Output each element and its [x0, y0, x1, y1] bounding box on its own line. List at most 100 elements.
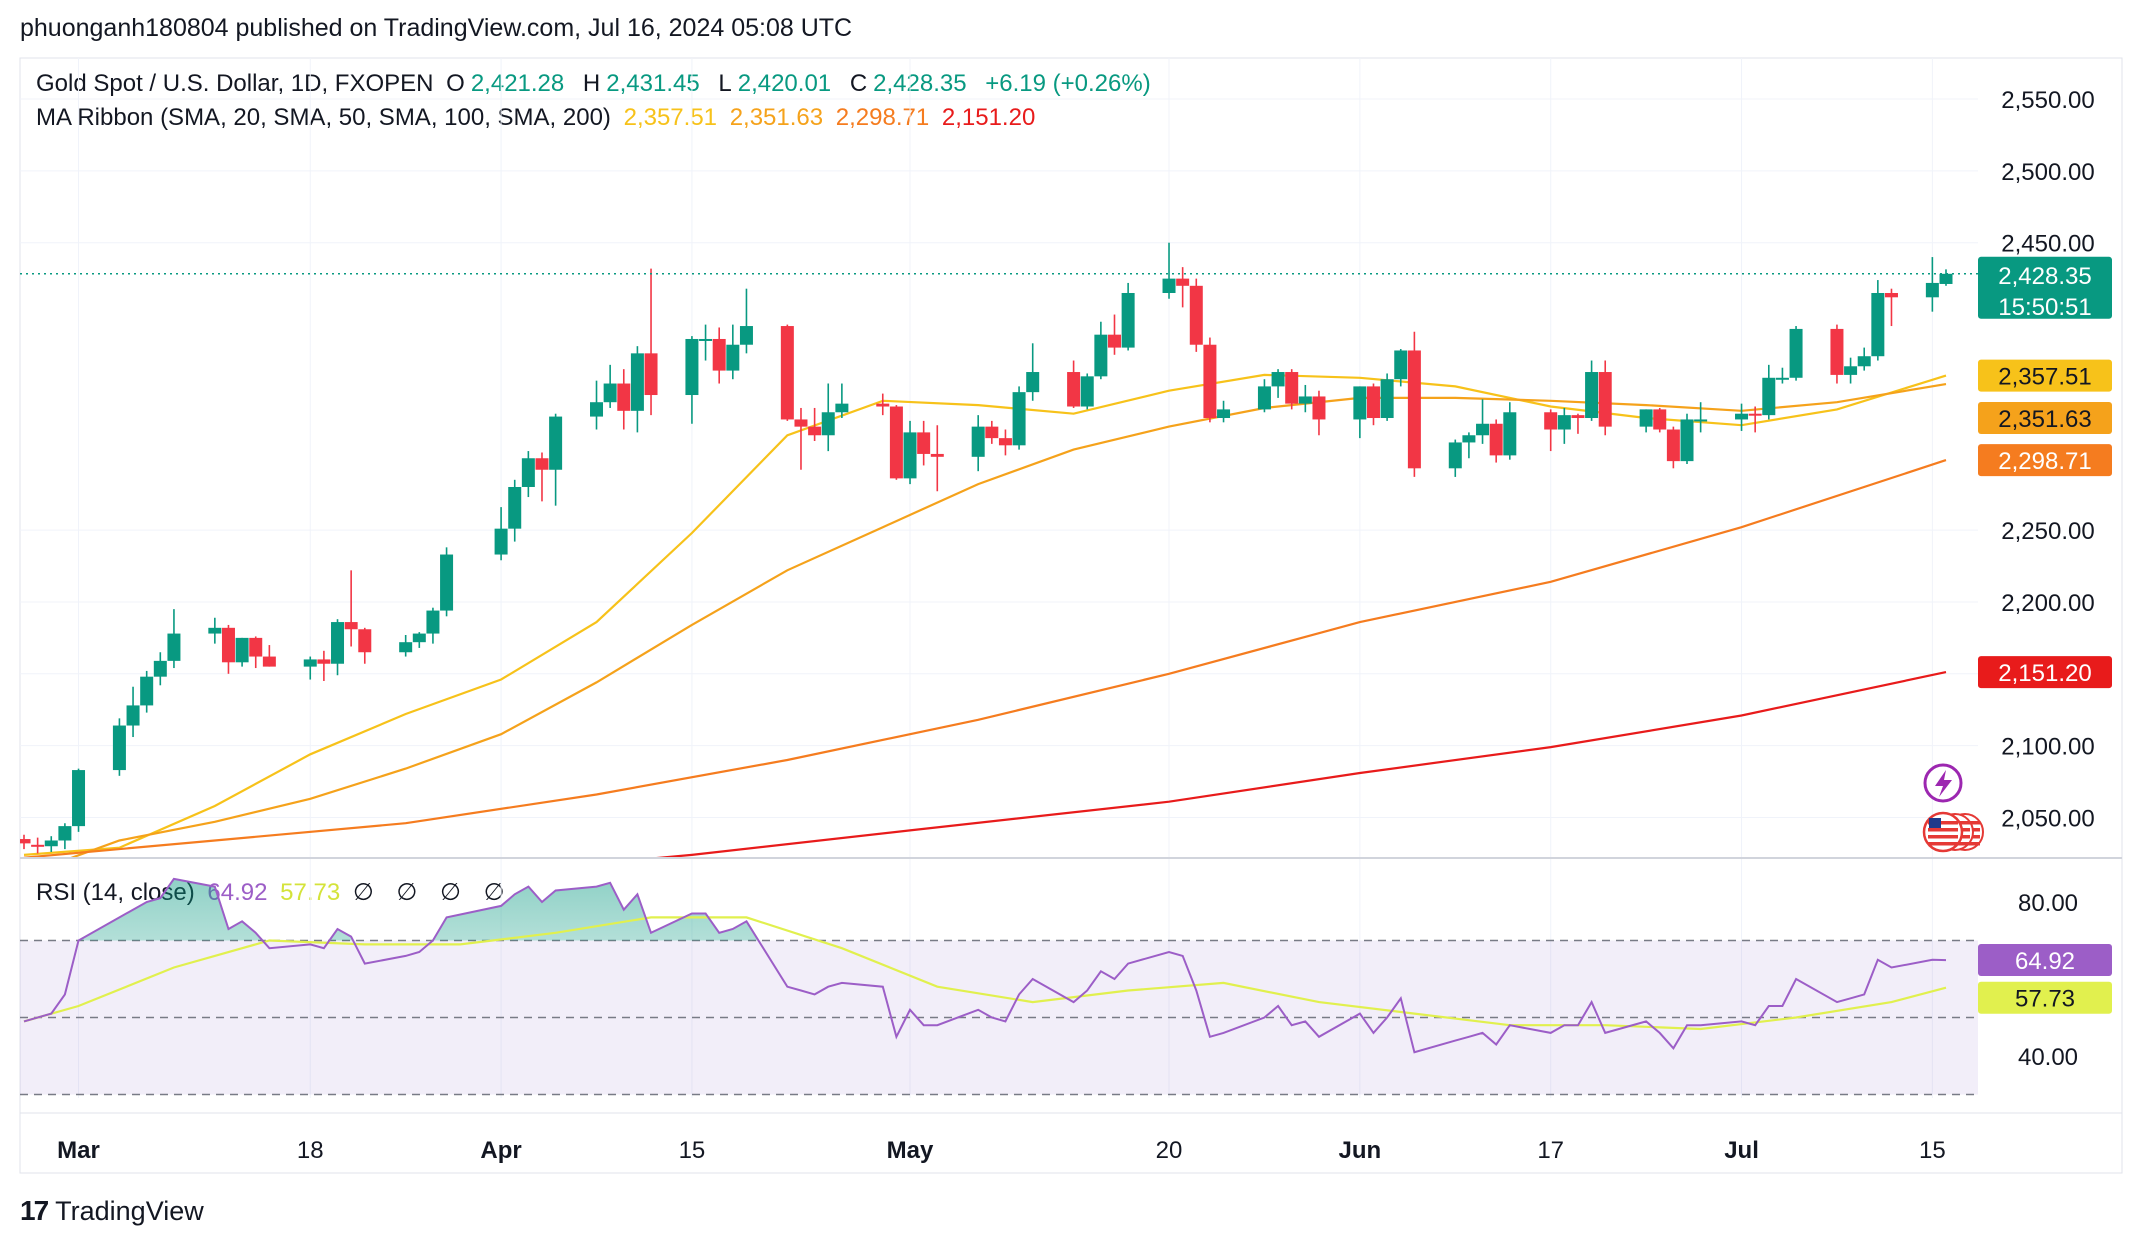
- candle-down: [644, 353, 658, 396]
- candle-down: [344, 622, 358, 630]
- sma100-badge-bg: [1978, 444, 2112, 477]
- candle-up: [1217, 409, 1231, 419]
- symbol-title[interactable]: Gold Spot / U.S. Dollar, 1D, FXOPEN: [36, 70, 434, 97]
- candle-up: [1012, 392, 1026, 446]
- tradingview-brand[interactable]: 17 TradingView: [20, 1195, 204, 1227]
- candle-up: [903, 432, 917, 479]
- candle-down: [1107, 334, 1121, 348]
- candle-up: [1353, 386, 1367, 420]
- candle-up: [235, 637, 249, 663]
- candle-down: [794, 419, 808, 427]
- rsi-line: [23, 877, 1947, 1054]
- candle-down: [1312, 396, 1326, 420]
- us-flag-front-stripe: [1928, 821, 1958, 825]
- close-label: C: [849, 70, 868, 97]
- sma100-value: 2,298.71: [835, 104, 930, 131]
- candle-up: [821, 412, 835, 436]
- candle-up: [1462, 435, 1476, 443]
- candle-up: [1871, 292, 1885, 357]
- candle-down: [930, 453, 944, 457]
- candle-down: [1653, 409, 1667, 430]
- us-flag-icon: [1922, 811, 1984, 853]
- candle-up: [1094, 334, 1108, 377]
- candle-down: [1666, 429, 1680, 462]
- candle-up: [1735, 413, 1749, 420]
- candle-down: [617, 383, 631, 411]
- candle-up: [303, 659, 317, 667]
- published-by-text: phuonganh180804 published on TradingView…: [20, 14, 853, 42]
- high-value: 2,431.45: [606, 70, 700, 97]
- candle-up: [1775, 377, 1789, 380]
- candle-up: [685, 338, 699, 396]
- candle-down: [1489, 423, 1503, 456]
- candle-down: [317, 659, 331, 664]
- rsi-band: [20, 939, 1978, 1096]
- candle-up: [699, 338, 713, 341]
- candle-down: [31, 844, 45, 847]
- candle-up: [549, 416, 563, 470]
- us-flag-front-canton: [1929, 818, 1941, 828]
- sma50-badge-bg: [1978, 402, 2112, 435]
- sma20-value: 2,357.51: [623, 104, 718, 131]
- candle-up: [1121, 292, 1135, 348]
- candle-up: [1162, 278, 1176, 293]
- candle-up: [1380, 379, 1394, 419]
- rsi-band-fill: [20, 940, 1978, 1095]
- candle-up: [1448, 442, 1462, 469]
- candle-up: [331, 622, 345, 664]
- grid-lines: [20, 58, 1978, 1098]
- rsi-tick-label: 80.00: [2018, 890, 2078, 917]
- x-tick-label: 17: [1537, 1137, 1564, 1164]
- candle-down: [985, 426, 999, 439]
- sma50-badge: 2,351.63: [1998, 406, 2091, 433]
- candle-up: [630, 353, 644, 411]
- candle-up: [1271, 372, 1285, 387]
- sma200-badge: 2,151.20: [1998, 660, 2091, 687]
- candle-up: [835, 403, 849, 413]
- candle-down: [917, 432, 931, 454]
- chart-frame: [19, 57, 2123, 1174]
- event-icons: [1922, 763, 1984, 853]
- candle-up: [126, 705, 140, 726]
- candle-up: [590, 402, 604, 417]
- candle-up: [1925, 282, 1939, 298]
- x-tick-label: 15: [1919, 1137, 1946, 1164]
- candle-up: [971, 426, 985, 457]
- candle-up: [1298, 396, 1312, 404]
- candle-down: [998, 438, 1012, 446]
- candle-down: [1203, 344, 1217, 419]
- candle-down: [1366, 386, 1380, 419]
- sma-line-2: [67, 383, 1947, 858]
- low-label: L: [718, 70, 732, 97]
- rsi-lines: [23, 877, 1947, 1054]
- close-value: 2,428.35: [873, 70, 967, 97]
- ma-ribbon-title[interactable]: MA Ribbon (SMA, 20, SMA, 50, SMA, 100, S…: [36, 104, 611, 131]
- change-value: +6.19 (+0.26%): [985, 70, 1151, 97]
- candle-up: [58, 826, 72, 841]
- x-tick-label: 20: [1156, 1137, 1183, 1164]
- lightning-icon: [1923, 763, 1963, 803]
- candle-up: [1476, 423, 1490, 436]
- candle-up: [153, 660, 167, 677]
- candle-down: [1571, 415, 1585, 419]
- candle-up: [1762, 377, 1776, 416]
- sma-line-1: [23, 373, 1947, 856]
- x-tick-label: May: [887, 1137, 934, 1164]
- rsi-overbought-fill: [24, 878, 1946, 941]
- candles: [20, 242, 1953, 854]
- candle-up: [112, 725, 126, 771]
- candle-up: [726, 344, 740, 371]
- candle-up: [167, 633, 181, 661]
- us-flag-front-stripe: [1928, 835, 1958, 839]
- candle-down: [889, 406, 903, 479]
- low-value: 2,420.01: [737, 70, 832, 97]
- candle-up: [44, 840, 58, 847]
- symbol-legend: Gold Spot / U.S. Dollar, 1D, FXOPEN O 2,4…: [36, 70, 1157, 98]
- rsi-extra-values: ∅ ∅ ∅ ∅: [352, 879, 513, 906]
- rsi-ma-badge: 57.73: [2015, 986, 2075, 1013]
- candle-down: [1598, 372, 1612, 427]
- candle-up: [208, 627, 222, 634]
- candle-up: [494, 528, 508, 555]
- high-label: H: [582, 70, 601, 97]
